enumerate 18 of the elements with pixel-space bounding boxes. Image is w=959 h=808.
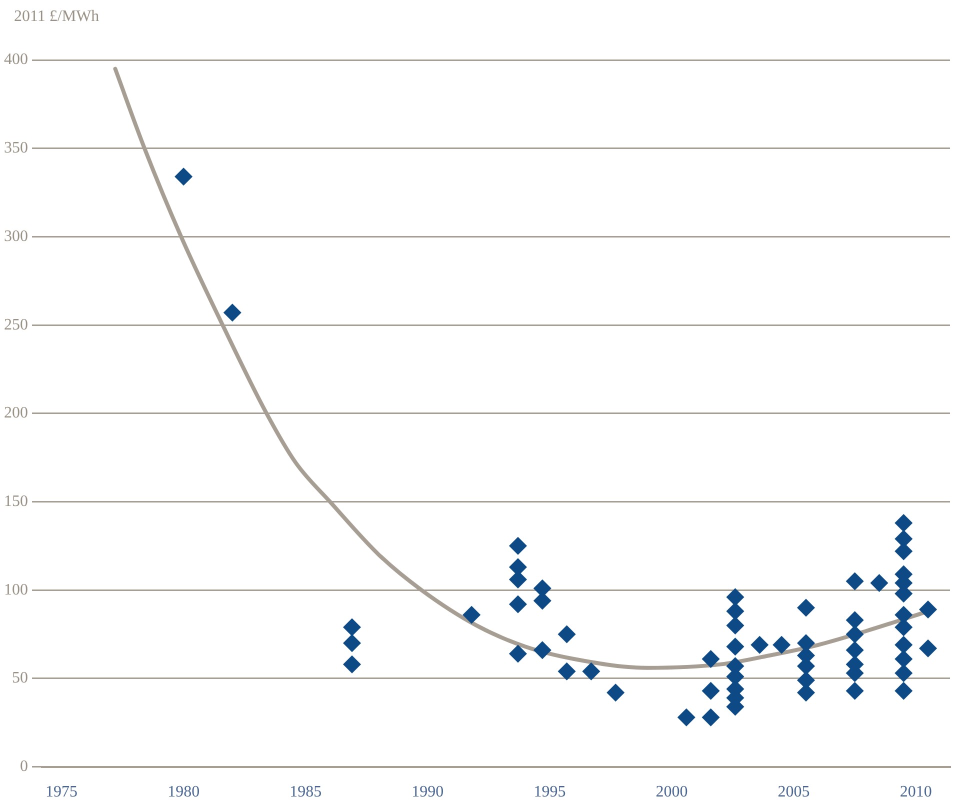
x-tick-label: 1990	[412, 784, 444, 801]
y-tick-label: 400	[4, 51, 28, 68]
x-tick-label: 2005	[778, 784, 810, 801]
y-tick-label: 200	[4, 404, 28, 422]
y-axis-title: 2011 £/MWh	[14, 8, 100, 26]
y-tick-label: 150	[4, 492, 28, 510]
y-tick-label: 300	[4, 228, 28, 245]
x-tick-label: 1985	[290, 784, 322, 801]
x-tick-label: 2000	[656, 784, 688, 801]
y-tick-label: 0	[20, 758, 28, 776]
x-tick-label: 1975	[46, 784, 78, 801]
x-tick-label: 1980	[168, 784, 200, 801]
y-tick-label: 50	[12, 670, 28, 687]
y-tick-label: 250	[4, 316, 28, 334]
x-tick-label: 1995	[534, 784, 566, 801]
x-tick-label: 2010	[900, 784, 932, 801]
y-tick-label: 350	[4, 140, 28, 157]
y-tick-label: 100	[4, 581, 28, 598]
